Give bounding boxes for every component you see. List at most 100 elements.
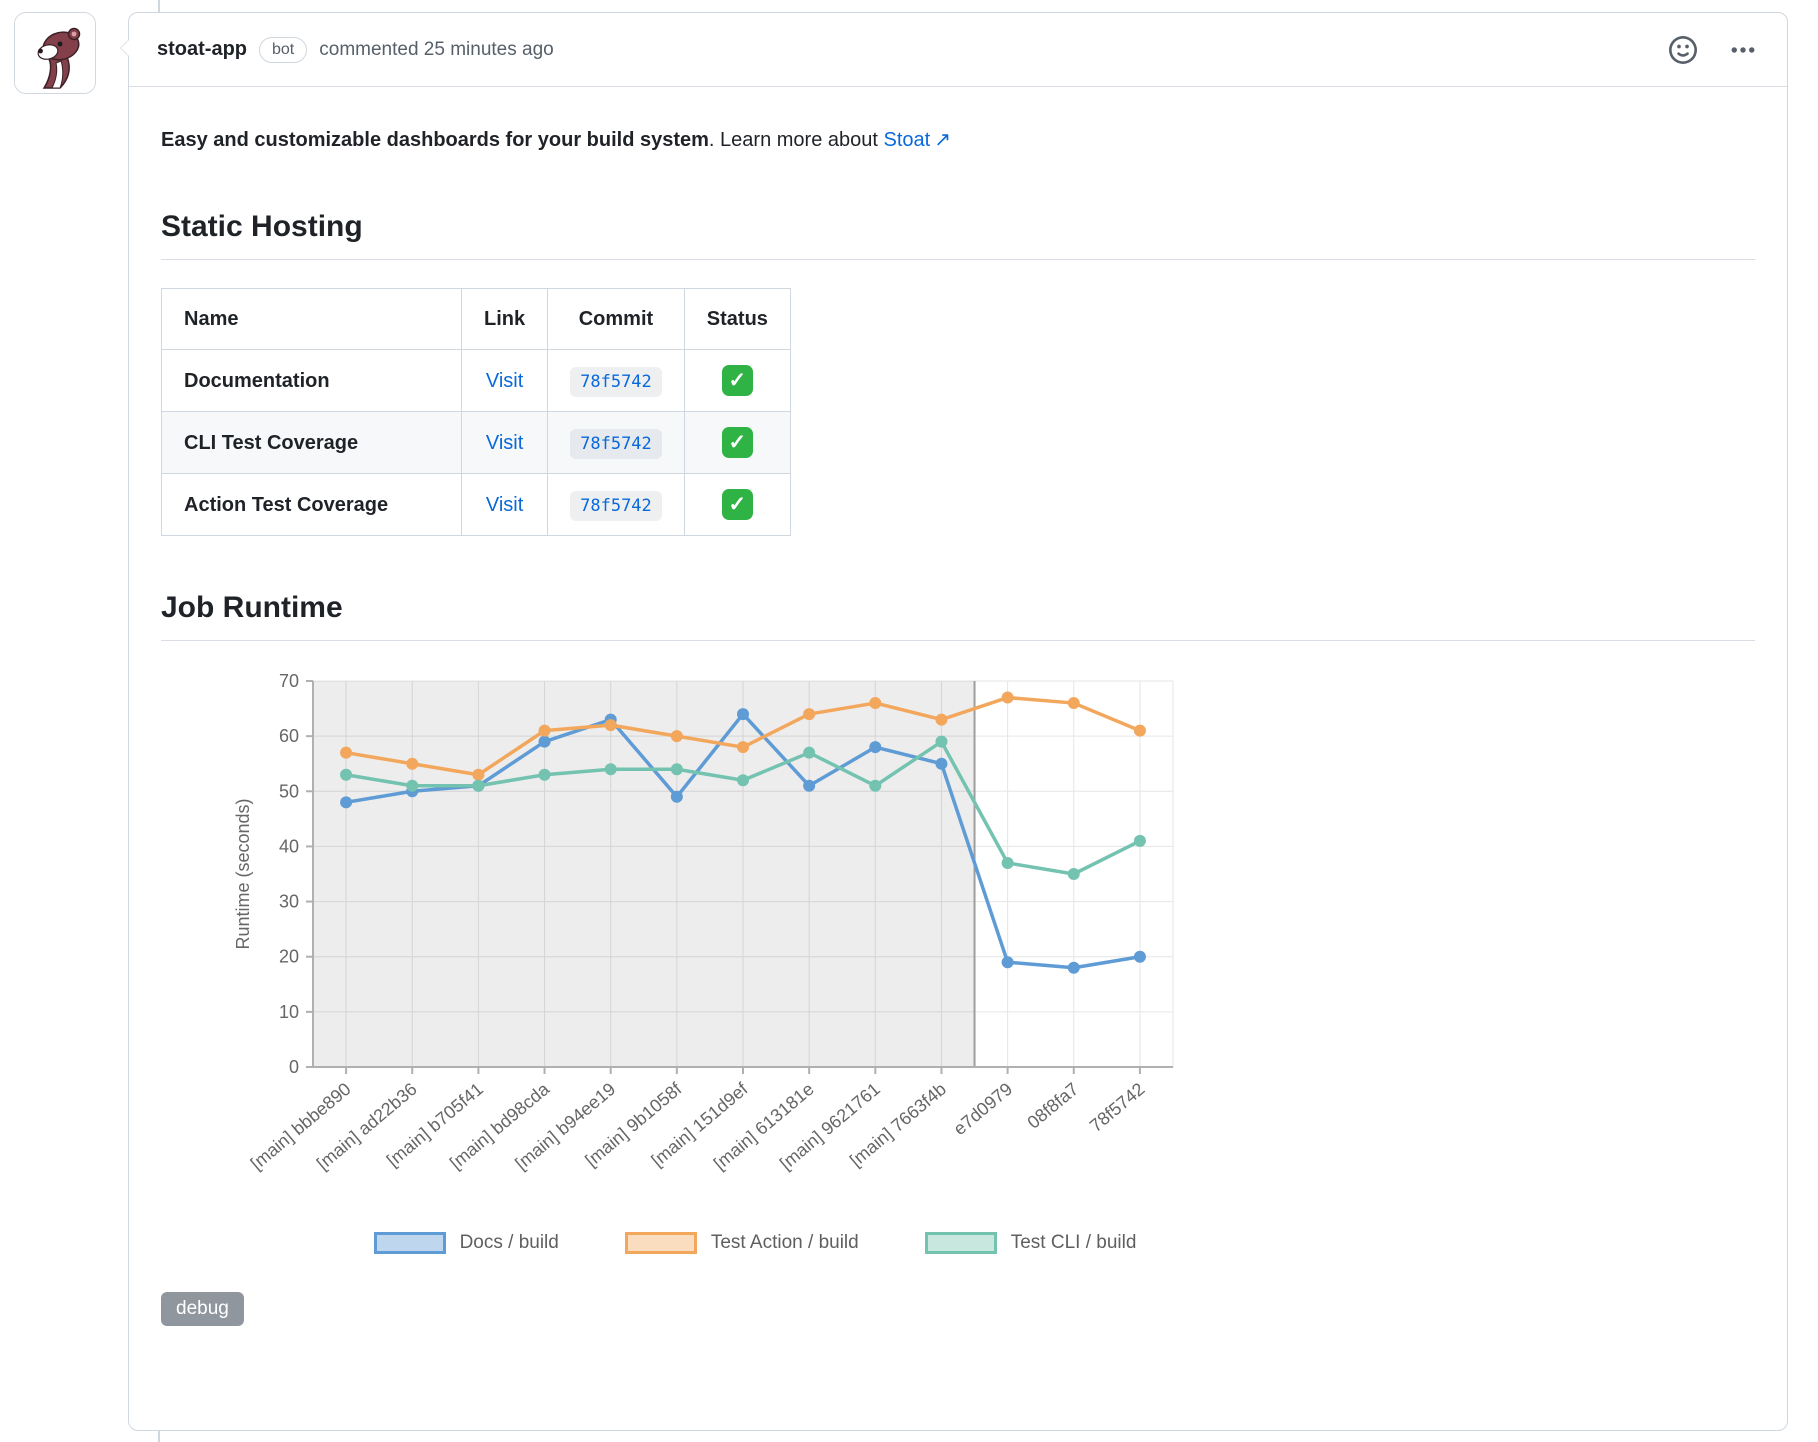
y-axis-title: Runtime (seconds)	[233, 798, 253, 949]
debug-toggle[interactable]: debug	[161, 1291, 244, 1326]
table-header-cell: Link	[460, 288, 549, 350]
data-point	[538, 724, 551, 737]
data-point	[869, 741, 882, 754]
more-options-button[interactable]	[1727, 34, 1759, 66]
row-name-cell: Documentation	[161, 349, 462, 412]
job-runtime-heading: Job Runtime	[161, 590, 1755, 641]
legend-swatch	[624, 1232, 697, 1255]
status-check-icon: ✓	[721, 365, 753, 396]
data-point	[1067, 961, 1080, 974]
table-header-row: Name Link Commit Status	[161, 288, 791, 350]
legend-item: Docs / build	[373, 1229, 559, 1258]
comment-caret	[111, 39, 129, 57]
data-point	[670, 730, 683, 743]
data-point	[803, 779, 816, 792]
data-point	[340, 768, 353, 781]
comment-timestamp[interactable]: commented 25 minutes ago	[319, 38, 554, 60]
comment-author[interactable]: stoat-app	[157, 38, 247, 60]
data-point	[670, 790, 683, 803]
table-row: Action Test Coverage Visit 78f5742 ✓	[161, 473, 791, 536]
static-hosting-table: Name Link Commit Status Documentation Visit 7…	[161, 288, 791, 536]
chart-legend: Docs / build Test Action / build Test CLI …	[225, 1229, 1285, 1258]
legend-item: Test Action / build	[624, 1229, 859, 1258]
data-point	[538, 768, 551, 781]
timeline-line-top	[158, 0, 160, 12]
table-header-cell: Commit	[547, 288, 685, 350]
data-point	[869, 697, 882, 710]
series-test-cli-build	[340, 735, 1146, 880]
data-point	[670, 763, 683, 776]
data-point	[340, 796, 353, 809]
comment-header: stoat-app bot commented 25 minutes ago	[129, 13, 1787, 87]
y-tick-label: 60	[279, 726, 299, 746]
intro-text: . Learn more about	[708, 129, 884, 151]
job-runtime-chart: 0 10 20 30 40 50 60 70 [main] bbbe890 [main] ad22…	[225, 669, 1755, 1258]
data-point	[803, 708, 816, 721]
kebab-icon	[1731, 46, 1755, 53]
data-point	[1067, 697, 1080, 710]
data-point	[1001, 956, 1014, 969]
static-hosting-heading: Static Hosting	[161, 209, 1755, 260]
avatar[interactable]	[14, 12, 96, 94]
commit-link[interactable]: 78f5742	[570, 428, 662, 459]
visit-link[interactable]: Visit	[485, 369, 524, 392]
legend-label: Test CLI / build	[1010, 1232, 1137, 1253]
intro-bold-text: Easy and customizable dashboards for you…	[161, 129, 709, 151]
comment-card: stoat-app bot commented 25 minutes ago E…	[120, 12, 1788, 1431]
data-point	[737, 708, 749, 721]
data-point	[869, 779, 882, 792]
data-point	[737, 774, 749, 787]
series-test-action-build	[340, 691, 1146, 781]
y-tick-label: 30	[279, 892, 299, 912]
add-reaction-button[interactable]	[1667, 34, 1699, 66]
external-link-arrow-icon: ↗	[934, 129, 951, 151]
data-point	[1001, 856, 1014, 869]
data-point	[935, 757, 948, 770]
legend-label: Test Action / build	[710, 1232, 859, 1253]
comment-header-actions	[1667, 34, 1759, 66]
data-point	[1067, 868, 1080, 880]
y-tick-label: 40	[279, 836, 299, 856]
data-point	[406, 779, 419, 792]
legend-item: Test CLI / build	[924, 1229, 1137, 1258]
x-tick-label: 78f5742	[1086, 1079, 1149, 1136]
stoat-link[interactable]: Stoat ↗	[883, 129, 950, 151]
data-point	[737, 741, 749, 754]
table-row: CLI Test Coverage Visit 78f5742 ✓	[161, 411, 791, 474]
table-row: Documentation Visit 78f5742 ✓	[161, 349, 791, 412]
row-name-cell: Action Test Coverage	[161, 473, 462, 536]
chart-shaded-region	[313, 681, 975, 1067]
data-point	[803, 746, 816, 759]
legend-swatch	[924, 1232, 997, 1255]
visit-link[interactable]: Visit	[485, 493, 524, 516]
data-point	[538, 735, 551, 748]
y-tick-label: 50	[279, 781, 299, 801]
visit-link[interactable]: Visit	[485, 431, 524, 454]
data-point	[472, 768, 485, 781]
table-header-cell: Name	[161, 288, 462, 350]
status-check-icon: ✓	[721, 427, 753, 458]
table-body: Documentation Visit 78f5742 ✓ CLI Test Cover…	[161, 349, 791, 536]
smiley-icon	[1669, 35, 1697, 64]
stoat-avatar-image	[15, 13, 95, 93]
table-header-cell: Status	[683, 288, 791, 350]
data-point	[1133, 834, 1146, 847]
y-tick-label: 70	[279, 671, 299, 691]
data-point	[1001, 691, 1014, 704]
data-point	[1133, 950, 1146, 963]
bot-badge: bot	[259, 36, 308, 63]
data-point	[340, 746, 353, 759]
commit-link[interactable]: 78f5742	[570, 490, 662, 521]
data-point	[472, 779, 485, 792]
data-point	[604, 763, 617, 776]
x-tick-label: 08f8fa7	[1023, 1079, 1082, 1133]
row-name-cell: CLI Test Coverage	[161, 411, 462, 474]
data-point	[1133, 724, 1146, 737]
data-point	[406, 757, 419, 770]
legend-label: Docs / build	[459, 1232, 559, 1253]
y-tick-label: 10	[279, 1002, 299, 1022]
commit-link[interactable]: 78f5742	[570, 366, 662, 397]
legend-swatch	[373, 1232, 446, 1255]
comment-body: Easy and customizable dashboards for you…	[129, 87, 1787, 1326]
